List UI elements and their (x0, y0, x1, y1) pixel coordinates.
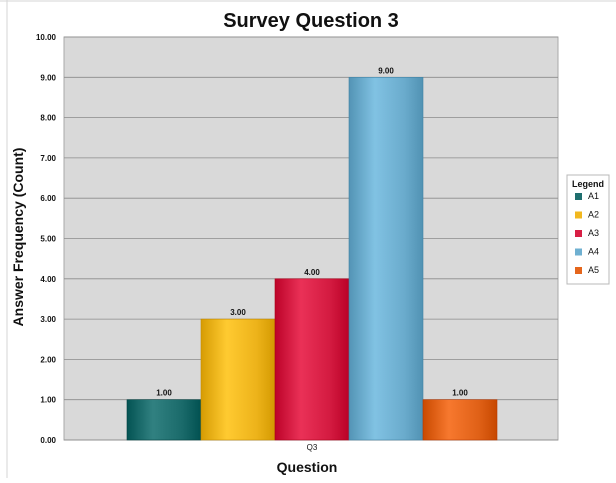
legend-box (566, 174, 610, 285)
legend: Legend A1 A2 A3 A4 A5 (566, 174, 610, 285)
y-tick-label: 5.00 (40, 235, 56, 244)
legend-label-a2: A2 (588, 210, 599, 220)
data-label-a2: 3.00 (230, 308, 246, 317)
legend-swatch-a1 (575, 193, 582, 200)
chart-title: Survey Question 3 (223, 10, 399, 32)
y-axis-title: Answer Frequency (Count) (10, 148, 26, 327)
x-axis-title: Question (277, 459, 338, 475)
bar-a1 (126, 399, 202, 441)
data-label-a4: 9.00 (378, 66, 394, 75)
y-tick-label: 7.00 (40, 154, 56, 163)
y-tick-label: 10.00 (36, 33, 57, 42)
y-tick-label: 6.00 (40, 194, 56, 203)
y-tick-label: 2.00 (40, 355, 56, 364)
bar-a4 (348, 77, 424, 441)
legend-label-a1: A1 (588, 191, 599, 201)
bar-layer (126, 77, 498, 441)
legend-title: Legend (572, 179, 604, 189)
legend-items: A1 A2 A3 A4 A5 (575, 191, 599, 275)
legend-swatch-a3 (575, 230, 582, 237)
legend-label-a5: A5 (588, 265, 599, 275)
y-tick-label: 9.00 (40, 73, 56, 82)
bar-a5 (422, 399, 498, 441)
y-tick-label: 3.00 (40, 315, 56, 324)
y-tick-label: 4.00 (40, 275, 56, 284)
data-label-a1: 1.00 (156, 389, 172, 398)
tick-layer: 0.00 1.00 2.00 3.00 4.00 5.00 6.00 7.00 8.00 9.00… (36, 33, 318, 452)
data-label-a5: 1.00 (452, 389, 468, 398)
bar-a3 (274, 278, 350, 441)
legend-swatch-a4 (575, 248, 582, 256)
legend-swatch-a2 (575, 211, 582, 219)
x-tick-label-q3: Q3 (307, 443, 318, 452)
y-tick-label: 0.00 (40, 436, 56, 445)
data-label-a3: 4.00 (304, 268, 320, 277)
bar-a2 (200, 318, 276, 441)
legend-swatch-a5 (575, 267, 582, 274)
y-tick-label: 1.00 (40, 396, 56, 405)
legend-label-a3: A3 (588, 228, 599, 238)
legend-label-a4: A4 (588, 247, 599, 257)
y-tick-label: 8.00 (40, 114, 56, 123)
data-label-layer: 1.00 3.00 4.00 9.00 1.00 (156, 66, 468, 397)
